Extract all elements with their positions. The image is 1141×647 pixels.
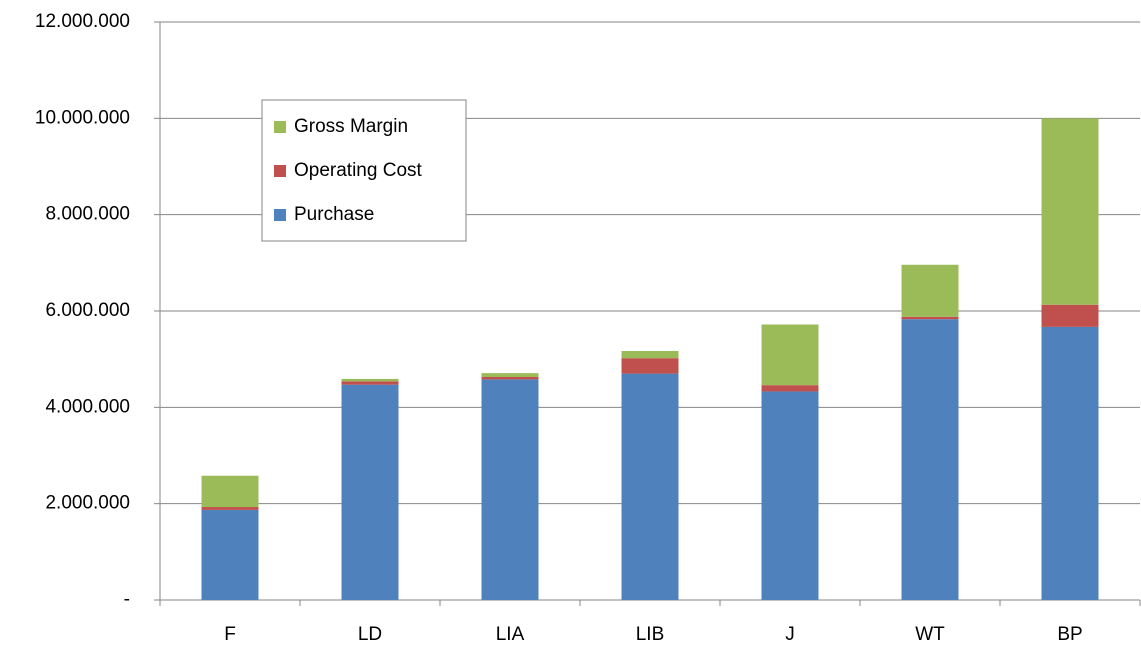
bar-segment xyxy=(481,376,539,380)
bar-segment xyxy=(201,507,259,510)
legend-box xyxy=(261,99,467,242)
bar-segment xyxy=(341,378,399,382)
legend-label: Gross Margin xyxy=(294,116,408,137)
bar-segment xyxy=(201,475,259,508)
bar-segment xyxy=(341,381,399,385)
bar-segment xyxy=(761,324,819,386)
legend-label: Purchase xyxy=(294,204,374,225)
legend-swatch xyxy=(274,209,286,221)
x-tick-label: LD xyxy=(358,624,382,645)
bar-segment xyxy=(1041,304,1099,327)
x-tick-label: BP xyxy=(1057,624,1082,645)
x-tick-label: WT xyxy=(915,624,945,645)
y-tick-label: 10.000.000 xyxy=(35,107,130,128)
legend-label: Operating Cost xyxy=(294,160,423,181)
bar-segment xyxy=(1041,118,1099,305)
bar-segment xyxy=(201,509,259,600)
bar-segment xyxy=(621,358,679,374)
bar-segment xyxy=(1041,326,1099,600)
bar-segment xyxy=(901,316,959,320)
x-tick-label: LIA xyxy=(496,624,525,645)
y-tick-label: 6.000.000 xyxy=(45,300,130,321)
bar-segment xyxy=(621,373,679,600)
x-tick-label: LIB xyxy=(636,624,665,645)
legend-swatch xyxy=(274,165,286,177)
legend-swatch xyxy=(274,121,286,133)
y-tick-label: - xyxy=(124,589,130,610)
x-tick-label: F xyxy=(224,624,236,645)
bar-segment xyxy=(761,391,819,600)
y-tick-label: 2.000.000 xyxy=(45,493,130,514)
y-tick-label: 4.000.000 xyxy=(45,396,130,417)
y-tick-label: 8.000.000 xyxy=(45,204,130,225)
y-tick-label: 12.000.000 xyxy=(35,11,130,32)
bar-segment xyxy=(621,350,679,359)
bar-segment xyxy=(901,319,959,600)
bar-segment xyxy=(341,384,399,600)
bar-segment xyxy=(901,264,959,317)
bar-segment xyxy=(481,379,539,600)
x-tick-label: J xyxy=(785,624,795,645)
bar-segment xyxy=(761,385,819,392)
bar-segment xyxy=(481,373,539,377)
